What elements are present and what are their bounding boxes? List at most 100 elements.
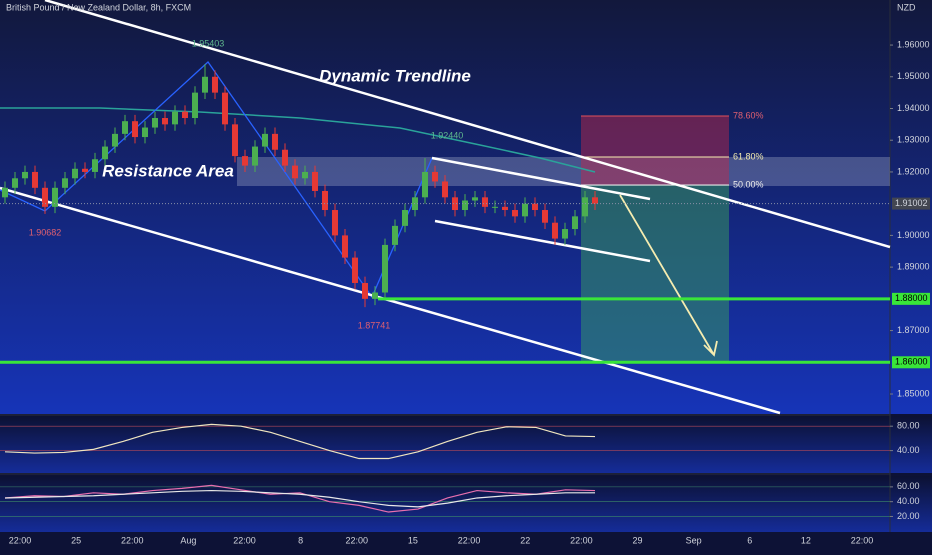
candle-body [352,257,358,283]
y-tick-label: 1.92000 [897,166,930,176]
candle-body [542,210,548,223]
candle-body [442,181,448,198]
target-box [581,185,729,361]
candle-body [292,165,298,179]
candle-body [192,92,198,119]
candle-body [312,171,318,191]
x-tick-label: 8 [298,535,303,545]
candle-body [22,171,28,179]
annotation: 1.95403 [192,38,225,48]
candle-body [2,187,8,198]
candle-body [202,76,208,93]
annotation: Dynamic Trendline [319,66,471,85]
x-tick-label: 22:00 [458,535,481,545]
candle-body [102,146,108,160]
candle-body [472,197,478,201]
currency: NZD [897,2,916,12]
x-tick-label: 22:00 [9,535,32,545]
annotation: Resistance Area [102,161,234,180]
candle-body [222,92,228,125]
candle-body [342,235,348,258]
candle-body [382,244,388,293]
y-tick-label: 1.85000 [897,388,930,398]
trendline [44,0,891,249]
candle-body [452,197,458,211]
y-tick-label: 80.00 [897,421,920,431]
candle-body [362,282,368,299]
candle-body [282,149,288,166]
candle-body [512,210,518,217]
channel-line [434,219,651,263]
x-tick-label: 12 [801,535,811,545]
candle-body [132,121,138,138]
indicator-line [4,489,595,508]
price-tag [892,197,930,210]
candle-body [72,168,78,179]
candle-body [562,229,568,239]
candle-body [372,292,378,299]
y-tick-label: 1.94000 [897,103,930,113]
channel-line [431,156,651,201]
candle-body [112,133,118,147]
time-axis [0,532,932,550]
candle-body [262,133,268,147]
candle-body [572,216,578,230]
candle-body [142,127,148,138]
candle-body [12,178,18,188]
rsi-pane [0,476,932,532]
indicator-line [4,423,596,460]
candle-body [432,171,438,182]
candle-body [122,121,128,134]
x-tick-label: 22:00 [570,535,593,545]
candle-body [252,146,258,166]
y-tick-label: 1.87000 [897,325,930,335]
candle-body [272,133,278,150]
candle-body [242,156,248,166]
candle-body [552,222,558,239]
y-tick-label: 20.00 [897,511,920,521]
y-tick-label: 1.93000 [897,135,930,145]
y-tick-label: 1.96000 [897,39,930,49]
x-tick-label: 22:00 [346,535,369,545]
trendline [0,186,781,415]
candle-body [332,210,338,236]
x-tick-label: 25 [71,535,81,545]
price-tag-label: 1.88000 [895,293,928,303]
y-tick-label: 1.90000 [897,230,930,240]
candle-body [532,203,538,211]
x-tick-label: Aug [180,535,196,545]
y-tick-label: 1.89000 [897,261,930,271]
candle-body [482,197,488,207]
candle-body [592,197,598,204]
x-tick-label: 6 [747,535,752,545]
candle-body [392,225,398,245]
candle-body [42,187,48,207]
candle-body [32,171,38,188]
candle-body [162,118,168,125]
indicator-line [4,484,596,513]
candle-body [422,171,428,198]
candle-body [322,190,328,211]
candle-body [582,197,588,217]
candle-body [232,124,238,157]
candle-body [402,210,408,226]
candle-body [172,111,178,125]
candle-body [152,118,158,128]
y-tick-label: 40.00 [897,445,920,455]
stop-box [581,116,729,185]
moving-average [0,107,596,173]
candle-body [92,159,98,172]
annotation: 1.87741 [358,320,391,330]
x-tick-label: 22 [520,535,530,545]
fib-label: 50.00% [733,179,764,189]
x-tick-label: 22:00 [851,535,874,545]
y-tick-label: 40.00 [897,496,920,506]
candle-body [182,111,188,119]
candle-body [52,187,58,207]
title: British Pound / New Zealand Dollar, 8h, … [6,2,191,12]
candle-body [62,178,68,188]
candle-body [212,76,218,93]
x-tick-label: 22:00 [121,535,144,545]
